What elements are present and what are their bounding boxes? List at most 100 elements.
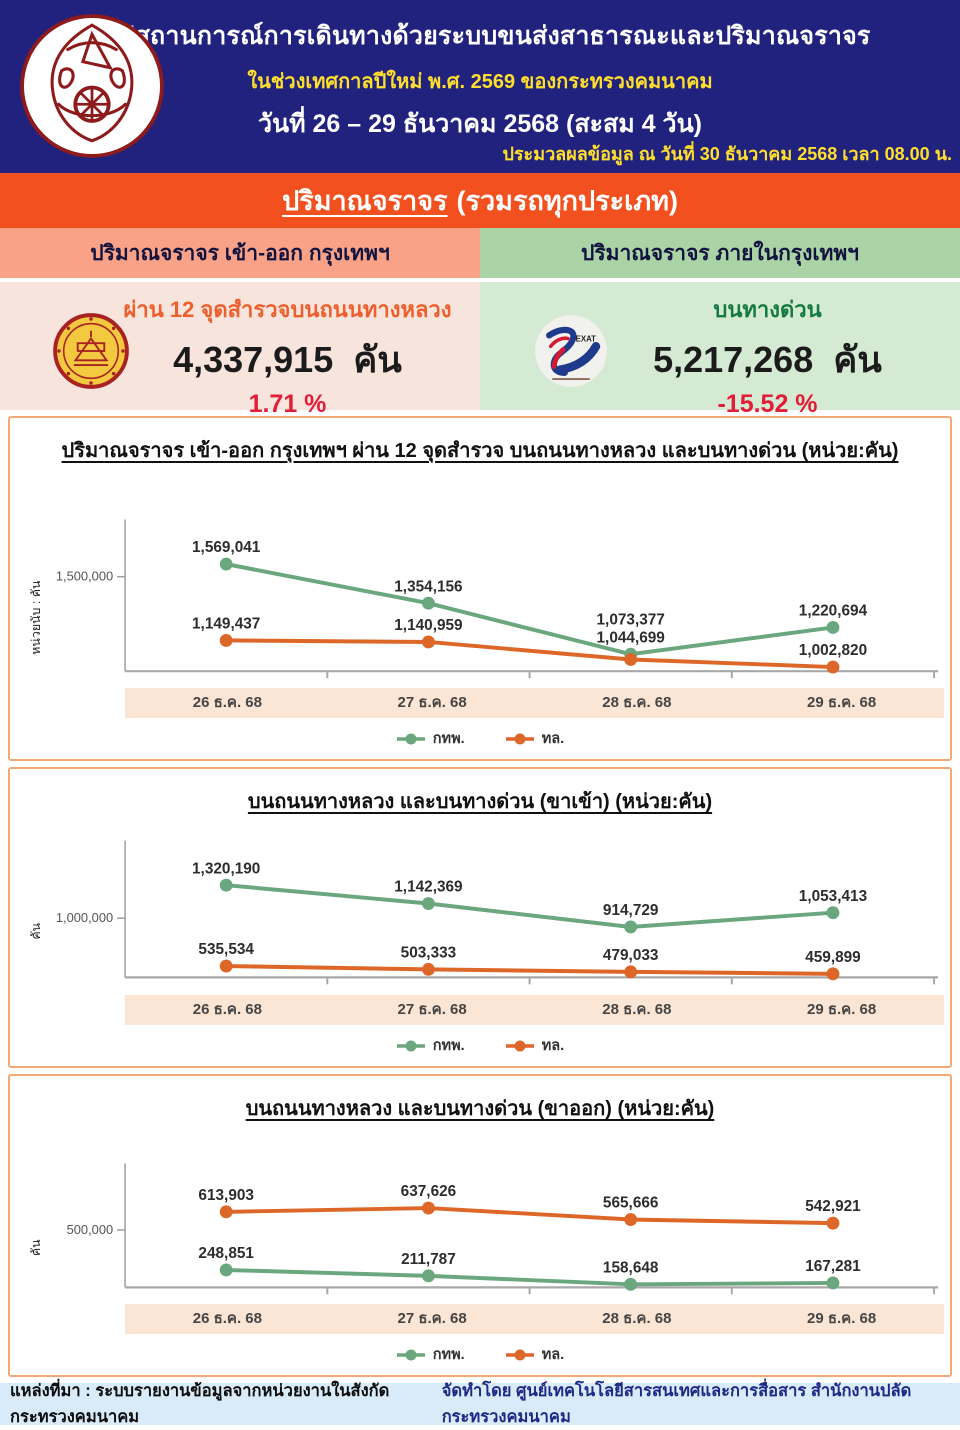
traffic-line-chart-total: 1,500,000 หน่วยนับ : คัน 1,569,041 1,149,43…: [29, 519, 939, 679]
data-point-marker: [826, 1276, 840, 1290]
stat-expressway: EXAT บนทางด่วน 5,217,268 คัน -15.52 %: [480, 282, 960, 418]
data-point-marker: [826, 967, 840, 981]
y-tick-label: 1,000,000: [56, 910, 113, 925]
x-category-label: 26 ธ.ค. 68: [192, 1001, 262, 1018]
data-point-label: 211,787: [401, 1251, 456, 1268]
column-header-inout-bangkok: ปริมาณจราจร เข้า-ออก กรุงเทพฯ: [0, 228, 480, 278]
processed-note: ประมวลผลข้อมูล ณ วันที่ 30 ธันวาคม 2568 …: [502, 144, 952, 164]
x-axis-band: 26 ธ.ค. 68 27 ธ.ค. 68 28 ธ.ค. 68 29 ธ.ค. 68: [125, 688, 944, 718]
stat-unit: คัน: [353, 339, 402, 380]
data-point-marker: [624, 920, 638, 934]
page-title: สรุปสถานการณ์การเดินทางด้วยระบบขนส่งสาธา…: [89, 22, 871, 50]
chart-legend: กทพ. ทล.: [16, 1034, 944, 1057]
page-subtitle: ในช่วงเทศกาลปีใหม่ พ.ศ. 2569 ของกระทรวงค…: [247, 71, 713, 93]
report-header: สรุปสถานการณ์การเดินทางด้วยระบบขนส่งสาธา…: [0, 0, 960, 173]
legend-item: กทพ.: [396, 1343, 465, 1366]
stat-subtitle: ผ่าน 12 จุดสำรวจบนถนนทางหลวง: [123, 297, 452, 322]
stat-unit: คัน: [833, 339, 882, 380]
data-point-marker: [624, 1213, 638, 1226]
stat-value: 4,337,915 คัน: [95, 331, 480, 388]
date-range: วันที่ 26 – 29 ธันวาคม 2568 (สะสม 4 วัน): [257, 110, 703, 138]
y-axis-label: คัน: [29, 922, 43, 939]
data-point-label: 1,140,959: [394, 617, 462, 634]
chart-legend: กทพ. ทล.: [16, 1343, 944, 1366]
legend-label: ทล.: [541, 1038, 565, 1054]
legend-item: กทพ.: [396, 1034, 465, 1057]
x-axis-band: 26 ธ.ค. 68 27 ธ.ค. 68 28 ธ.ค. 68 29 ธ.ค. 68: [125, 1304, 944, 1334]
data-point-label: 542,921: [805, 1198, 861, 1215]
data-point-label: 1,569,041: [192, 539, 261, 556]
data-point-marker: [826, 660, 840, 674]
data-point-label: 1,220,694: [799, 603, 868, 620]
data-point-label: 1,149,437: [192, 616, 260, 633]
data-point-marker: [422, 1269, 435, 1283]
x-category-label: 26 ธ.ค. 68: [192, 1310, 262, 1327]
y-axis-label: คัน: [29, 1239, 43, 1256]
data-point-marker: [624, 1277, 638, 1291]
x-category-label: 27 ธ.ค. 68: [397, 694, 467, 711]
x-category-label: 28 ธ.ค. 68: [602, 694, 672, 711]
data-point-label: 1,073,377: [597, 612, 665, 629]
data-point-label: 565,666: [603, 1195, 659, 1212]
legend-marker-icon: [505, 1040, 534, 1051]
data-point-marker: [219, 1205, 233, 1219]
data-point-label: 479,033: [603, 947, 659, 964]
data-point-marker: [826, 906, 840, 920]
legend-label: กทพ.: [432, 1038, 465, 1054]
legend-item: ทล.: [505, 1343, 564, 1366]
svg-text:EXAT: EXAT: [576, 335, 596, 344]
stat-subtitle: บนทางด่วน: [713, 297, 822, 322]
stats-row: ผ่าน 12 จุดสำรวจบนถนนทางหลวง 4,337,915 คั…: [0, 282, 960, 418]
data-point-label: 248,851: [198, 1245, 254, 1262]
data-point-marker: [826, 1216, 840, 1230]
legend-label: ทล.: [541, 1347, 565, 1363]
data-point-marker: [422, 897, 435, 910]
section-title-rest: (รวมรถทุกประเภท): [456, 186, 678, 216]
data-point-label: 914,729: [603, 902, 659, 919]
ministry-of-transport-seal-icon: [16, 10, 168, 162]
x-category-label: 27 ธ.ค. 68: [397, 1310, 467, 1327]
legend-marker-icon: [396, 1040, 425, 1051]
y-tick-label: 500,000: [67, 1222, 114, 1237]
x-category-label: 28 ธ.ค. 68: [602, 1310, 672, 1327]
data-point-label: 613,903: [198, 1187, 254, 1204]
chart-panel-outbound: บนถนนทางหลวง และบนทางด่วน (ขาออก) (หน่วย…: [8, 1074, 952, 1377]
data-point-label: 1,142,369: [394, 879, 462, 896]
data-point-marker: [422, 962, 435, 976]
data-point-label: 1,354,156: [394, 578, 462, 595]
stat-percent: -15.52 %: [717, 390, 818, 418]
x-category-label: 29 ธ.ค. 68: [807, 1001, 877, 1018]
column-header-inside-bangkok: ปริมาณจราจร ภายในกรุงเทพฯ: [480, 228, 960, 278]
data-point-label: 1,002,820: [799, 642, 867, 659]
data-point-label: 167,281: [805, 1258, 861, 1275]
legend-label: กทพ.: [432, 731, 465, 747]
chart-title: บนถนนทางหลวง และบนทางด่วน (ขาเข้า) (หน่ว…: [247, 791, 713, 813]
x-category-label: 28 ธ.ค. 68: [602, 1001, 672, 1018]
chart-panel-inbound: บนถนนทางหลวง และบนทางด่วน (ขาเข้า) (หน่ว…: [8, 767, 952, 1068]
legend-marker-icon: [396, 1349, 425, 1360]
page-footer: แหล่งที่มา : ระบบรายงานข้อมูลจากหน่วยงาน…: [0, 1382, 960, 1426]
chart-title: บนถนนทางหลวง และบนทางด่วน (ขาออก) (หน่วย…: [245, 1098, 715, 1120]
legend-item: กทพ.: [396, 727, 465, 750]
stat-number: 5,217,268: [653, 339, 814, 380]
data-point-marker: [422, 596, 435, 610]
data-point-marker: [826, 621, 840, 634]
data-point-label: 1,044,699: [597, 629, 665, 646]
x-category-label: 27 ธ.ค. 68: [397, 1001, 467, 1018]
data-point-marker: [219, 959, 233, 973]
data-point-label: 503,333: [401, 944, 457, 961]
legend-label: กทพ.: [432, 1347, 465, 1363]
chart-title: ปริมาณจราจร เข้า-ออก กรุงเทพฯ ผ่าน 12 จุ…: [61, 440, 899, 462]
stat-percent: 1.71 %: [248, 390, 327, 418]
legend-marker-icon: [505, 733, 534, 744]
y-tick-label: 1,500,000: [56, 569, 113, 584]
x-category-label: 29 ธ.ค. 68: [807, 694, 877, 711]
data-point-label: 1,320,190: [192, 860, 260, 877]
traffic-line-chart-inbound: 1,000,000 คัน 1,320,190 535,534 1,142,369 503…: [29, 840, 939, 985]
section-band: ปริมาณจราจร (รวมรถทุกประเภท): [0, 173, 960, 228]
data-point-marker: [422, 635, 435, 649]
data-point-label: 459,899: [805, 949, 861, 966]
chart-panel-total: ปริมาณจราจร เข้า-ออก กรุงเทพฯ ผ่าน 12 จุ…: [8, 416, 952, 761]
data-point-marker: [219, 1263, 233, 1277]
legend-marker-icon: [396, 733, 425, 744]
